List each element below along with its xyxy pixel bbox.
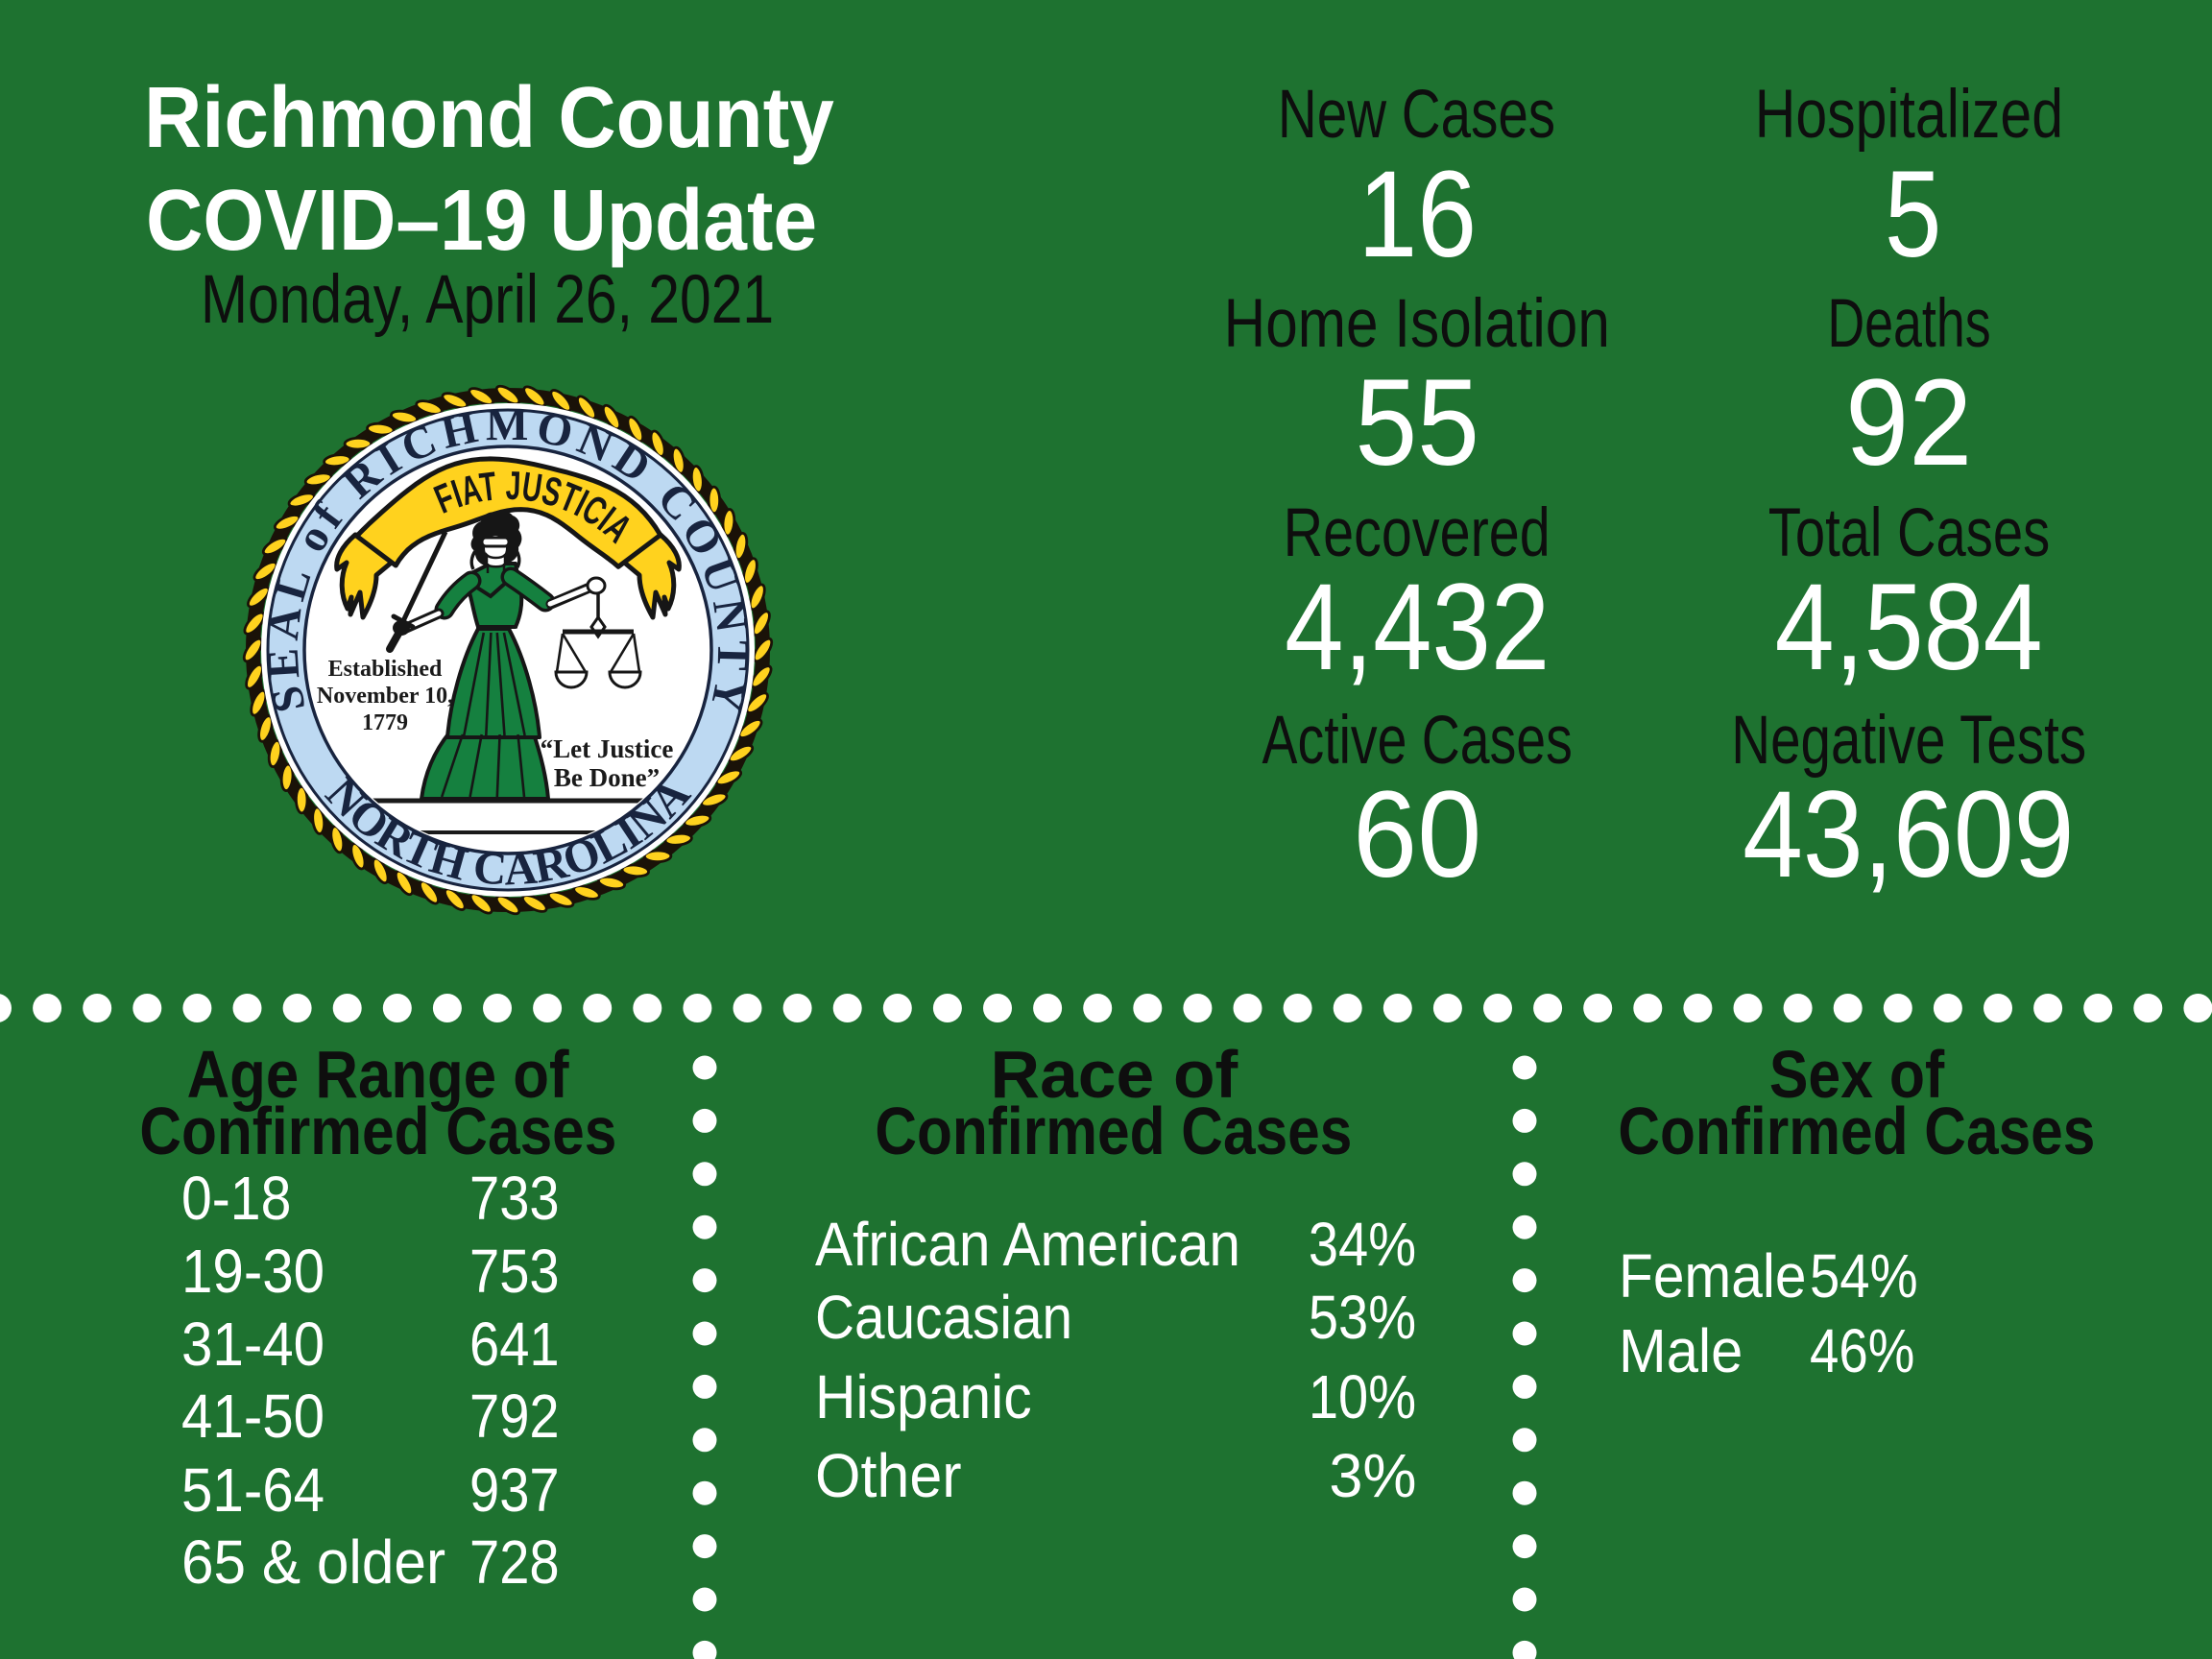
svg-text:Established: Established: [328, 657, 443, 682]
svg-text:November 10,: November 10,: [317, 684, 453, 709]
svg-text:1779: 1779: [362, 710, 408, 735]
svg-text:Be Done”: Be Done”: [554, 763, 660, 792]
svg-text:“Let Justice: “Let Justice: [541, 734, 674, 763]
